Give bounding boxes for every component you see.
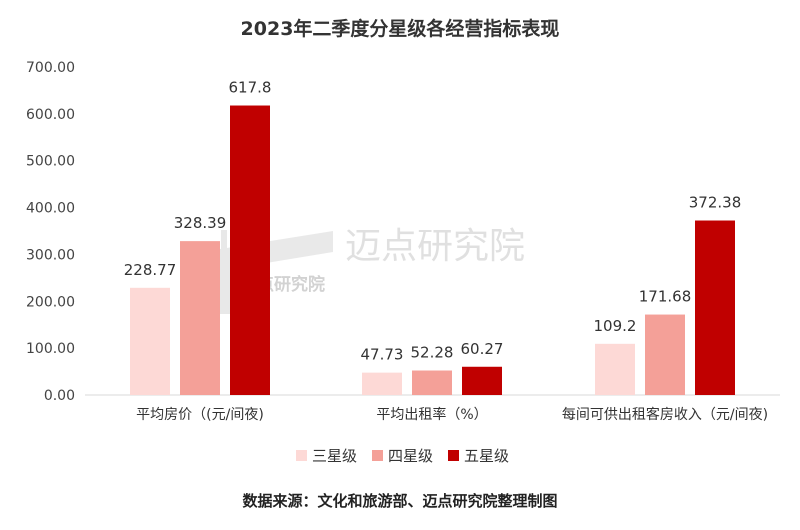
y-tick-label: 500.00: [26, 154, 75, 170]
legend-label: 三星级: [312, 447, 357, 465]
watermark-text: 迈点研究院: [345, 226, 525, 267]
bar-series-group: 228.77 47.73 109.2 328.39 52.28 171.68 617.8 60…: [124, 79, 742, 395]
data-label: 228.77: [124, 261, 177, 279]
data-label: 617.8: [229, 79, 272, 97]
y-tick-label: 100.00: [26, 341, 75, 357]
y-tick-label: 400.00: [26, 201, 75, 217]
y-tick-label: 0.00: [44, 388, 75, 404]
legend-swatch: [296, 450, 307, 461]
y-tick-label: 300.00: [26, 247, 75, 263]
y-tick-label: 700.00: [26, 60, 75, 76]
bar-五星级: [695, 220, 735, 395]
legend-swatch: [372, 450, 383, 461]
y-tick-label: 600.00: [26, 107, 75, 123]
data-label: 328.39: [174, 214, 227, 232]
bar-三星级: [362, 372, 402, 395]
x-axis-labels: 平均房价（(元/间夜) 平均出租率（%） 每间可供出租客房收入（元/间夜): [136, 406, 768, 423]
legend: 三星级 四星级 五星级: [296, 447, 509, 465]
data-label: 52.28: [411, 344, 454, 362]
bar-三星级: [130, 287, 170, 395]
bar-四星级: [645, 314, 685, 395]
y-axis-ticks: 0.00 100.00 200.00 300.00 400.00 500.00 600.00…: [26, 60, 75, 404]
bar-四星级: [180, 241, 220, 395]
data-label: 47.73: [361, 346, 404, 364]
source-note: 数据来源：文化和旅游部、迈点研究院整理制图: [242, 492, 557, 510]
data-label: 372.38: [689, 194, 742, 212]
legend-label: 五星级: [464, 447, 509, 465]
bar-五星级: [462, 366, 502, 395]
bar-三星级: [595, 343, 635, 395]
bar-五星级: [230, 105, 270, 395]
data-label: 171.68: [639, 288, 692, 306]
legend-label: 四星级: [388, 447, 433, 465]
x-category-label: 每间可供出租客房收入（元/间夜): [562, 406, 768, 423]
bar-四星级: [412, 370, 452, 395]
legend-swatch: [448, 450, 459, 461]
data-label: 60.27: [461, 340, 504, 358]
chart-title: 2023年二季度分星级各经营指标表现: [241, 17, 560, 40]
y-tick-label: 200.00: [26, 294, 75, 310]
data-label: 109.2: [594, 317, 637, 335]
x-category-label: 平均出租率（%）: [376, 406, 487, 423]
x-category-label: 平均房价（(元/间夜): [136, 407, 264, 423]
